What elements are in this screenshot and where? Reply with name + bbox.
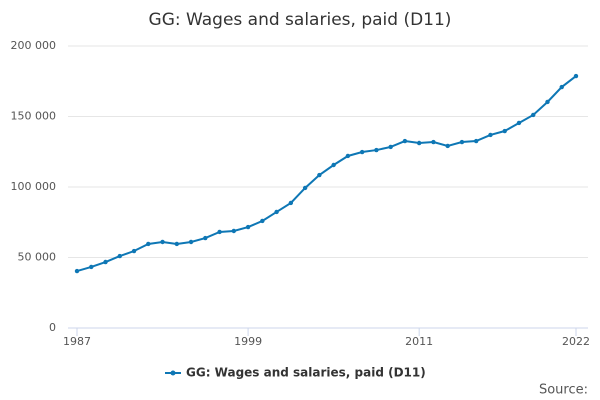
x-tick-label: 1999 (234, 335, 262, 348)
point (317, 172, 322, 178)
point (445, 143, 450, 149)
point (188, 239, 194, 245)
x-tick-label: 2011 (405, 335, 433, 348)
point (260, 218, 265, 224)
y-tick-label: 150 000 (11, 110, 57, 123)
point (431, 139, 436, 145)
point (559, 84, 564, 90)
source: Source: (539, 383, 588, 398)
legend-marker (170, 370, 176, 376)
chart-title: GG: Wages and salaries, paid (D11) (149, 10, 452, 30)
point (89, 264, 94, 270)
point (516, 120, 522, 126)
point (160, 239, 165, 245)
point (374, 147, 379, 153)
y-tick-label: 50 000 (18, 251, 57, 264)
line (76, 75, 577, 272)
point (573, 73, 579, 79)
point (217, 229, 222, 235)
legend-label: GG: Wages and salaries, paid (D11) (186, 366, 426, 380)
point (545, 99, 550, 105)
point (274, 209, 279, 215)
point (117, 253, 122, 259)
point (459, 139, 465, 145)
x-tick-label: 2022 (562, 335, 590, 348)
point (131, 248, 137, 254)
point (359, 149, 365, 155)
point (302, 185, 308, 191)
point (103, 259, 108, 265)
point (488, 132, 493, 138)
point (531, 112, 536, 118)
y-tick-label: 200 000 (11, 39, 57, 52)
point (474, 138, 479, 144)
point (402, 138, 408, 144)
y-tick-label: 100 000 (11, 180, 57, 193)
point (245, 224, 251, 230)
point (502, 128, 507, 134)
point (174, 241, 179, 247)
point (345, 153, 351, 159)
point (388, 144, 393, 150)
point (74, 268, 80, 274)
point (231, 228, 237, 234)
x-tick-label: 1987 (63, 335, 91, 348)
point (288, 200, 294, 206)
point (416, 140, 422, 146)
point (331, 162, 336, 168)
point (203, 235, 208, 241)
y-tick-label: 0 (49, 321, 56, 334)
point (146, 241, 151, 247)
